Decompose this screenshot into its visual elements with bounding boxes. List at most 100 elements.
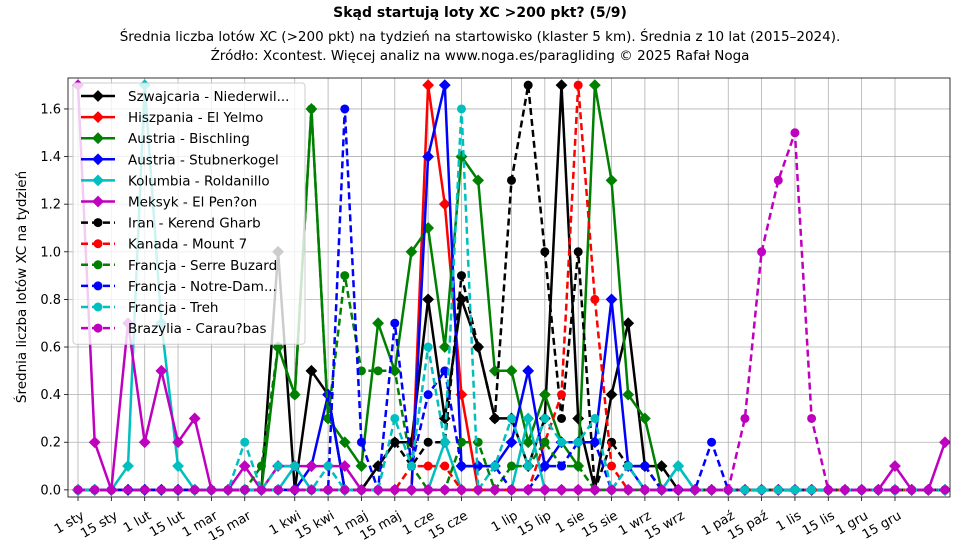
data-point	[807, 413, 817, 423]
legend-item: Kanada - Mount 7	[81, 237, 247, 253]
data-point	[373, 485, 383, 495]
data-point	[390, 413, 400, 423]
legend-marker	[93, 323, 103, 333]
data-point	[573, 461, 583, 471]
legend-label: Meksyk - El Pen?on	[128, 195, 257, 211]
data-point	[206, 485, 216, 495]
data-point	[823, 485, 833, 495]
y-tick-label: 0.2	[40, 436, 61, 451]
data-point	[507, 461, 517, 471]
data-point	[622, 317, 635, 330]
data-point	[456, 437, 466, 447]
data-point	[907, 485, 917, 495]
data-point	[790, 485, 800, 495]
data-point	[590, 437, 600, 447]
data-point	[390, 366, 400, 376]
data-point	[456, 485, 466, 495]
chart-title: Skąd startują loty XC >200 pkt? (5/9)	[333, 5, 627, 21]
y-tick-label: 1.2	[40, 198, 61, 213]
data-point	[557, 485, 567, 495]
legend-marker	[93, 239, 103, 249]
data-point	[572, 412, 585, 425]
legend-item: Francja - Treh	[81, 300, 218, 316]
data-point	[256, 461, 266, 471]
data-point	[573, 437, 583, 447]
data-point	[657, 485, 667, 495]
data-point	[423, 485, 433, 495]
data-point	[406, 461, 416, 471]
data-point	[438, 341, 451, 353]
legend-label: Francja - Notre-Dam...	[128, 279, 277, 295]
legend-marker	[92, 195, 104, 208]
y-tick-label: 0.4	[40, 388, 61, 403]
data-point	[422, 79, 435, 92]
data-point	[540, 437, 550, 447]
data-point	[857, 485, 867, 495]
data-point	[538, 388, 551, 401]
data-point	[290, 390, 300, 400]
data-point	[305, 364, 318, 377]
data-point	[156, 485, 166, 495]
data-point	[540, 413, 550, 423]
data-point	[673, 485, 683, 495]
data-point	[456, 104, 466, 114]
data-point	[456, 461, 466, 471]
data-point	[73, 485, 83, 495]
legend-item: Iran - Kerend Gharb	[81, 216, 261, 232]
legend-label: Francja - Serre Buzard	[128, 258, 277, 274]
legend-marker	[92, 174, 104, 187]
data-point	[605, 174, 618, 187]
data-point	[590, 294, 600, 304]
legend-label: Szwajcaria - Niederwil...	[128, 89, 289, 105]
data-point	[707, 437, 717, 447]
chart-subtitle-line-2: Źródło: Xcontest. Więcej analiz na www.n…	[211, 46, 750, 64]
y-tick-label: 0.8	[40, 293, 61, 308]
legend-label: Austria - Bischling	[128, 131, 250, 147]
data-point	[723, 485, 733, 495]
legend-marker	[93, 281, 103, 291]
data-point	[840, 485, 850, 495]
data-point	[256, 485, 266, 495]
data-point	[573, 80, 583, 90]
data-point	[540, 461, 550, 471]
data-point	[757, 485, 767, 495]
data-point	[790, 128, 800, 138]
data-point	[88, 436, 101, 449]
legend-label: Kanada - Mount 7	[128, 237, 247, 253]
data-point	[605, 388, 618, 401]
data-point	[440, 437, 450, 447]
data-point	[306, 485, 316, 495]
data-point	[172, 460, 184, 472]
data-point	[390, 437, 400, 447]
data-point	[707, 485, 717, 495]
data-point	[238, 460, 251, 472]
data-point	[740, 485, 750, 495]
data-point	[423, 461, 433, 471]
data-point	[440, 461, 450, 471]
data-point	[472, 174, 485, 187]
data-point	[555, 79, 568, 92]
data-point	[640, 461, 650, 471]
data-point	[873, 485, 883, 495]
data-point	[240, 437, 250, 447]
data-point	[390, 318, 400, 328]
data-point	[623, 461, 633, 471]
data-point	[523, 80, 533, 90]
data-point	[607, 461, 617, 471]
data-point	[390, 485, 400, 495]
data-point	[507, 175, 517, 185]
data-point	[773, 175, 783, 185]
legend-label: Iran - Kerend Gharb	[128, 216, 261, 232]
data-point	[557, 413, 567, 423]
data-point	[155, 364, 168, 377]
data-point	[505, 364, 518, 377]
data-point	[305, 460, 318, 472]
y-tick-label: 1.0	[40, 245, 61, 260]
data-point	[340, 104, 350, 114]
data-point	[607, 485, 617, 495]
data-point	[590, 485, 600, 495]
data-point	[373, 366, 383, 376]
data-point	[340, 271, 350, 281]
legend-item: Szwajcaria - Niederwil...	[81, 89, 289, 105]
